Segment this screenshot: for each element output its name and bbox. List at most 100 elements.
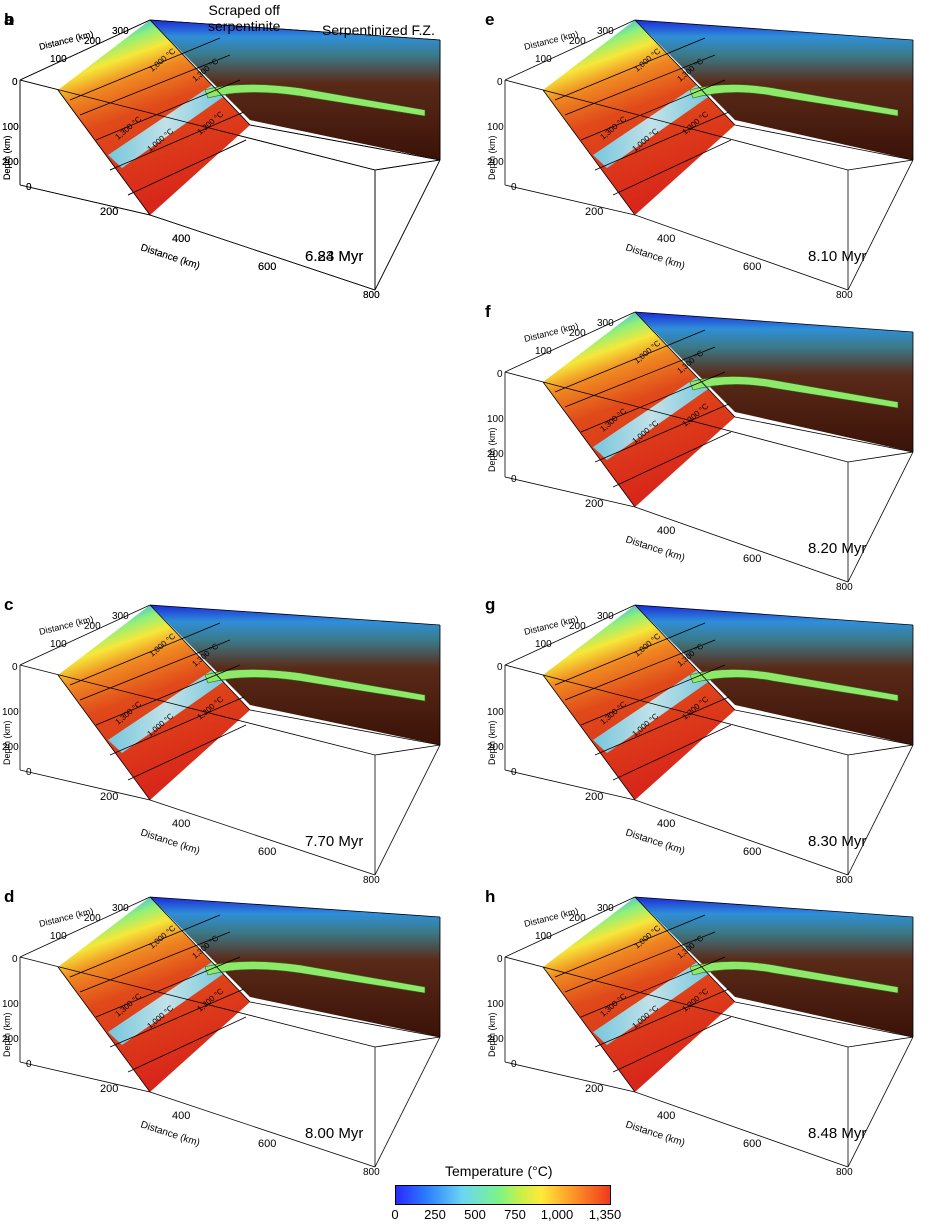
- axis-label-bottom-distance: Distance (km): [139, 1119, 201, 1149]
- tick-depth: 0: [12, 77, 18, 88]
- axis-label-bottom-distance: Distance (km): [624, 534, 686, 564]
- tick-depth: 100: [2, 999, 19, 1010]
- tick-top: 200: [84, 621, 101, 632]
- axis-label-depth: Depth (km): [487, 1012, 497, 1057]
- time-label: 7.70 Myr: [305, 833, 364, 850]
- scraped-line1: Scraped off: [208, 2, 280, 18]
- tick-bottom: 200: [100, 791, 118, 803]
- legend-colorbar: [395, 1185, 611, 1205]
- tick-top: 200: [84, 913, 101, 924]
- tick-depth: 0: [497, 369, 503, 380]
- tick-bottom: 800: [363, 290, 380, 301]
- tick-bottom: 400: [657, 1110, 675, 1122]
- axis-label-depth: Depth (km): [2, 1012, 12, 1057]
- panel-d: Distance (km) 100 200 300 0 100 200 0 Depth (km)…: [0, 877, 473, 1178]
- panel-letter: e: [485, 10, 495, 29]
- tick-top: 200: [84, 36, 101, 47]
- tick-depth: 0: [26, 182, 32, 193]
- tick-bottom: 200: [100, 206, 118, 218]
- tick-top: 100: [50, 54, 67, 65]
- axis-label-depth: Depth (km): [2, 135, 12, 180]
- tick-depth: 0: [511, 182, 517, 193]
- axis-label-depth: Depth (km): [487, 135, 497, 180]
- tick-bottom: 400: [657, 525, 675, 537]
- tick-bottom: 200: [585, 1083, 603, 1095]
- tick-top: 300: [597, 318, 614, 329]
- axis-label-bottom-distance: Distance (km): [139, 242, 201, 272]
- legend-tick: 250: [424, 1207, 446, 1222]
- tick-depth: 100: [2, 707, 19, 718]
- tick-depth: 0: [497, 954, 503, 965]
- panel-b: Distance (km) 100 200 300 0 100 200 0 Depth (km)…: [0, 0, 473, 301]
- tick-bottom: 800: [363, 875, 380, 886]
- tick-bottom: 600: [258, 1138, 276, 1150]
- axis-label-bottom-distance: Distance (km): [624, 242, 686, 272]
- tick-top: 200: [569, 36, 586, 47]
- panel-g: Distance (km) 100 200 300 0 100 200 0 Depth (km)…: [473, 585, 946, 886]
- tick-bottom: 400: [657, 233, 675, 245]
- panel-letter: h: [485, 887, 496, 906]
- axis-label-bottom-distance: Distance (km): [624, 827, 686, 857]
- time-label: 8.48 Myr: [808, 1125, 867, 1142]
- tick-top: 300: [597, 611, 614, 622]
- tick-top: 300: [597, 903, 614, 914]
- tick-depth: 0: [12, 662, 18, 673]
- panel-letter: d: [4, 887, 15, 906]
- tick-depth: 0: [497, 77, 503, 88]
- tick-depth: 200: [487, 1034, 504, 1045]
- axis-label-depth: Depth (km): [487, 720, 497, 765]
- tick-bottom: 400: [172, 233, 190, 245]
- panel-h: Distance (km) 100 200 300 0 100 200 0 Depth (km)…: [473, 877, 946, 1178]
- model-3d-view: Distance (km) 100 200 300 0 100 200 0 Depth (km)…: [487, 604, 914, 886]
- tick-bottom: 600: [743, 846, 761, 858]
- legend-tick: 1,350: [588, 1207, 622, 1222]
- tick-depth: 100: [487, 707, 504, 718]
- tick-top: 100: [50, 639, 67, 650]
- time-label: 8.00 Myr: [305, 1125, 364, 1142]
- tick-depth: 100: [2, 122, 19, 133]
- tick-top: 300: [112, 903, 129, 914]
- tick-bottom: 200: [585, 791, 603, 803]
- tick-depth: 200: [2, 157, 19, 168]
- tick-depth: 200: [487, 742, 504, 753]
- tick-bottom: 600: [258, 846, 276, 858]
- tick-top: 200: [569, 621, 586, 632]
- tick-depth: 200: [2, 157, 19, 168]
- tick-bottom: 800: [836, 875, 853, 886]
- tick-top: 100: [535, 931, 552, 942]
- model-3d-view: Distance (km) 100 200 300 0 100 200 0 Depth (km)…: [487, 19, 914, 301]
- tick-bottom: 400: [172, 1110, 190, 1122]
- tick-bottom: 800: [363, 1167, 380, 1178]
- tick-depth: 200: [487, 449, 504, 460]
- tick-bottom: 200: [585, 498, 603, 510]
- tick-bottom: 600: [743, 261, 761, 273]
- panel-c: Distance (km) 100 200 300 0 100 200 0 Depth (km)…: [0, 585, 473, 886]
- tick-top: 300: [112, 611, 129, 622]
- time-label: 8.30 Myr: [808, 833, 867, 850]
- tick-bottom: 400: [172, 233, 190, 245]
- tick-depth: 0: [26, 1059, 32, 1070]
- tick-bottom: 400: [172, 818, 190, 830]
- tick-top: 100: [50, 54, 67, 65]
- legend-tick: 0: [391, 1207, 399, 1222]
- tick-top: 200: [569, 328, 586, 339]
- tick-bottom: 200: [100, 206, 118, 218]
- tick-top: 100: [50, 931, 67, 942]
- model-3d-view: Distance (km) 100 200 300 0 100 200 0 Depth (km)…: [2, 604, 441, 886]
- time-label: 8.10 Myr: [808, 248, 867, 265]
- tick-bottom: 200: [100, 1083, 118, 1095]
- tick-depth: 0: [511, 1059, 517, 1070]
- axis-label-depth: Depth (km): [2, 720, 12, 765]
- tick-bottom: 800: [836, 582, 853, 593]
- tick-bottom: 200: [585, 206, 603, 218]
- scraped-annotation: Scraped off serpentinite: [208, 2, 280, 34]
- tick-depth: 0: [26, 182, 32, 193]
- tick-top: 100: [535, 346, 552, 357]
- tick-top: 200: [569, 913, 586, 924]
- model-3d-view: Distance (km) 100 200 300 0 100 200 0 Depth (km)…: [487, 896, 914, 1178]
- time-label: 6.23 Myr: [305, 248, 364, 265]
- model-3d-view: Distance (km) 100 200 300 0 100 200 0 Depth (km)…: [487, 311, 914, 593]
- panel-letter: f: [485, 302, 491, 321]
- panel-letter: c: [4, 595, 14, 614]
- tick-top: 300: [597, 26, 614, 37]
